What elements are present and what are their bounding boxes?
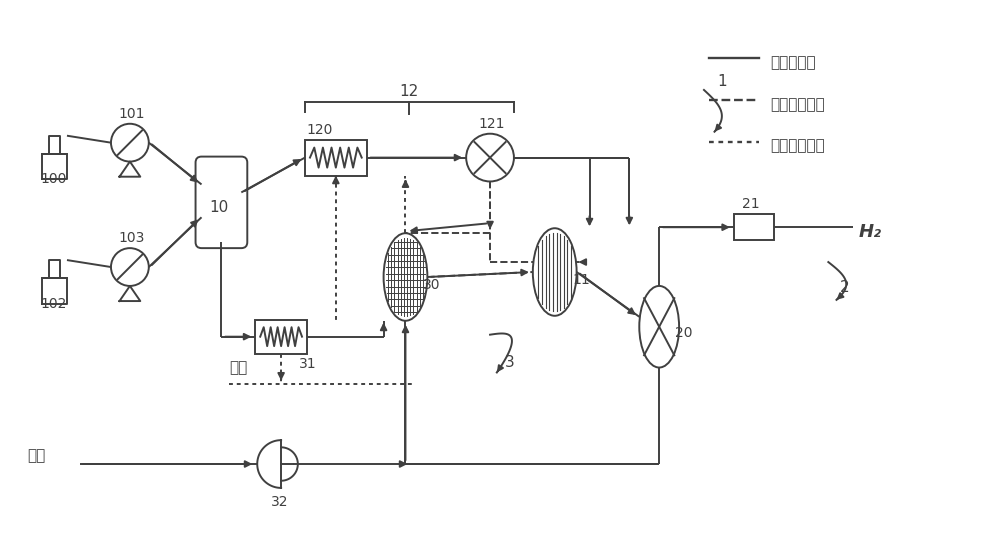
Text: 121: 121 <box>478 117 505 131</box>
Ellipse shape <box>533 228 577 316</box>
Text: 3: 3 <box>505 354 515 370</box>
Text: 30: 30 <box>423 278 441 292</box>
Text: 1: 1 <box>717 74 727 89</box>
Text: 31: 31 <box>299 357 317 370</box>
Text: 尾气排放流程: 尾气排放流程 <box>771 138 825 154</box>
Text: H₂: H₂ <box>858 223 881 241</box>
Text: 100: 100 <box>40 172 67 187</box>
Text: 主反应流程: 主反应流程 <box>771 55 816 70</box>
Bar <box>305 139 367 176</box>
Bar <box>255 320 307 353</box>
Text: 103: 103 <box>118 231 144 245</box>
Bar <box>734 214 774 240</box>
Text: 10: 10 <box>209 200 229 216</box>
Text: 尾气: 尾气 <box>229 360 248 375</box>
Ellipse shape <box>639 286 679 368</box>
Circle shape <box>466 133 514 182</box>
Text: 12: 12 <box>400 84 419 99</box>
Text: 11: 11 <box>573 273 590 287</box>
Text: 120: 120 <box>306 123 332 137</box>
Text: 21: 21 <box>742 197 759 211</box>
Text: 101: 101 <box>118 107 144 121</box>
Text: 空气: 空气 <box>27 448 46 463</box>
Text: 20: 20 <box>675 325 693 340</box>
Text: 102: 102 <box>40 297 67 311</box>
Text: 中间换热工质: 中间换热工质 <box>771 97 825 112</box>
Text: 32: 32 <box>271 495 289 509</box>
Ellipse shape <box>384 233 427 321</box>
Text: 2: 2 <box>840 280 850 295</box>
